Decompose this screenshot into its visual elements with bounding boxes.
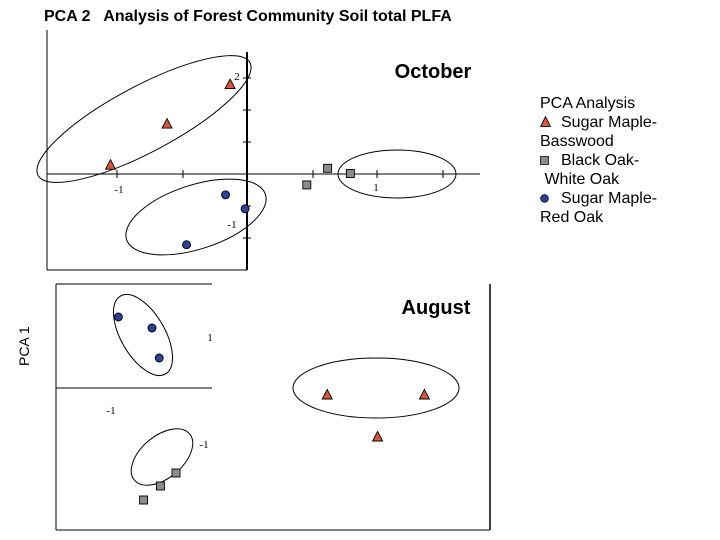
triangle-marker-icon: [540, 116, 551, 127]
october-point-circle-1: [221, 190, 231, 200]
october-tick-label-y-2: 2: [234, 71, 240, 83]
october-point-circle-3: [182, 240, 192, 250]
august-panel: 1 -1 -1 August: [55, 283, 491, 531]
october-cluster-ellipse-sugar-maple-red-oak: [125, 178, 267, 256]
october-tick-label-y-neg1: -1: [227, 219, 236, 231]
legend-title: PCA Analysis: [540, 95, 636, 112]
august-point-triangle-2: [418, 388, 431, 400]
legend-item-sugar-maple-red-oak: Sugar Maple- Red Oak: [540, 189, 720, 227]
legend-item-label: Sugar Maple-: [561, 190, 658, 207]
legend-item-black-oak-white-oak: Black Oak- White Oak: [540, 151, 720, 189]
october-point-square-3: [302, 180, 312, 190]
october-cluster-ellipse-sugar-maple-basswood: [36, 55, 252, 183]
august-tick-label-y-neg1: -1: [106, 405, 115, 417]
october-x-ticks: [116, 170, 444, 178]
august-tick-label-x-1: 1: [207, 332, 213, 344]
legend-item-label-2: Red Oak: [540, 209, 604, 226]
legend-item-label: Sugar Maple-: [561, 114, 658, 131]
october-point-square-1: [323, 163, 333, 173]
october-point-square-2: [345, 169, 355, 178]
august-point-square-2: [155, 481, 165, 491]
august-cluster-ellipse-sugar-maple-basswood: [292, 357, 460, 419]
october-point-triangle-2: [161, 117, 173, 129]
october-points: [104, 78, 355, 250]
august-point-triangle-1: [321, 388, 333, 400]
october-point-triangle-1: [224, 78, 236, 90]
legend-item-sugar-maple-basswood: Sugar Maple- Basswood: [540, 113, 720, 151]
august-point-circle-3: [154, 353, 164, 363]
october-point-circle-2: [240, 204, 250, 214]
legend-item-label: Black Oak-: [561, 152, 640, 169]
october-panel: -1 1 2 -1 October: [36, 52, 480, 270]
october-tick-label-x-neg1: -1: [114, 184, 123, 196]
square-marker-icon: [540, 156, 549, 165]
august-point-circle-1: [113, 312, 123, 322]
legend-item-label-2: Basswood: [540, 133, 614, 150]
october-tick-label-x-1: 1: [373, 182, 379, 194]
august-points: [113, 312, 431, 505]
october-cluster-ellipse-black-oak-white-oak: [337, 149, 457, 199]
legend-item-label-2: White Oak: [540, 171, 620, 188]
august-point-square-1: [171, 468, 181, 478]
october-point-triangle-3: [104, 158, 117, 170]
august-point-triangle-3: [371, 430, 384, 442]
circle-marker-icon: [540, 194, 549, 203]
figure-title: PCA 2 Analysis of Forest Community Soil …: [44, 8, 452, 25]
october-panel-title: October: [395, 61, 472, 83]
august-point-square-3: [139, 495, 149, 505]
legend: PCA Analysis Sugar Maple- Basswood Black…: [540, 94, 720, 227]
august-cluster-ellipse-sugar-maple-red-oak: [113, 294, 173, 376]
august-point-circle-2: [147, 323, 157, 333]
august-panel-title: August: [402, 297, 471, 319]
august-tick-label-y-neg1-b: -1: [199, 439, 208, 451]
